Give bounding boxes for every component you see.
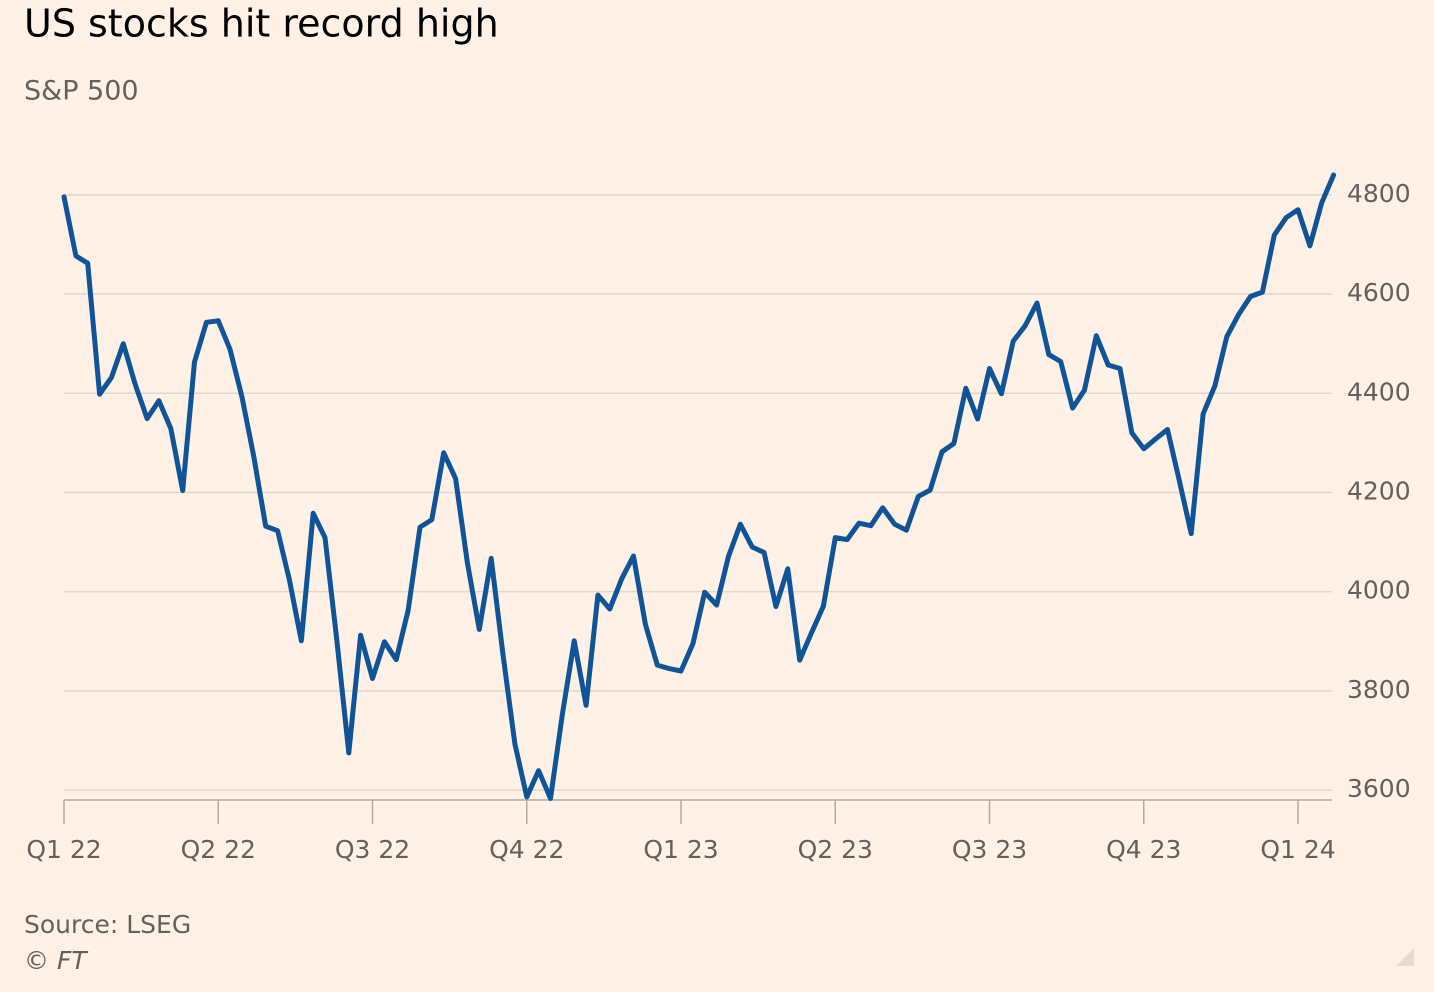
x-tick-label: Q1 22 <box>26 835 101 864</box>
resize-corner <box>1396 948 1414 966</box>
x-tick-label: Q1 23 <box>643 835 718 864</box>
y-tick-label: 4200 <box>1347 476 1411 505</box>
y-tick-label: 3600 <box>1347 774 1411 803</box>
x-tick-label: Q2 22 <box>181 835 256 864</box>
y-tick-label: 4800 <box>1347 179 1411 208</box>
credit: © FT <box>24 946 88 975</box>
x-tick-label: Q4 23 <box>1106 835 1181 864</box>
y-tick-label: 3800 <box>1347 675 1411 704</box>
y-tick-label: 4600 <box>1347 278 1411 307</box>
x-tick-label: Q2 23 <box>798 835 873 864</box>
x-tick-label: Q3 22 <box>335 835 410 864</box>
y-tick-label: 4000 <box>1347 576 1411 605</box>
x-tick-label: Q3 23 <box>952 835 1027 864</box>
x-tick-label: Q4 22 <box>489 835 564 864</box>
line-series <box>61 172 1337 801</box>
x-tick-label: Q1 24 <box>1260 835 1335 864</box>
source: Source: LSEG <box>24 910 191 939</box>
chart-title: US stocks hit record high <box>24 2 499 46</box>
chart-subtitle: S&P 500 <box>24 76 139 107</box>
y-tick-label: 4400 <box>1347 377 1411 406</box>
